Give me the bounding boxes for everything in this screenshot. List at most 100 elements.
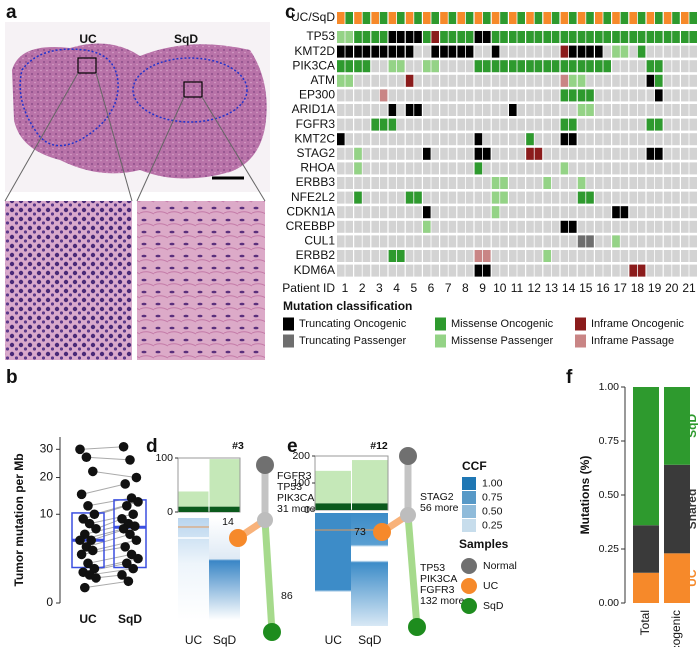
mutation-cell (655, 147, 663, 160)
gene-label: PIK3CA (292, 58, 335, 72)
empty-cell (655, 220, 663, 233)
empty-cell (405, 133, 414, 146)
gene-label: ATM (311, 73, 335, 87)
empty-cell (354, 177, 362, 189)
mutation-cell (362, 31, 371, 43)
ccf-swatch (462, 519, 476, 532)
empty-cell (474, 206, 483, 219)
sample-cell (483, 12, 491, 24)
empty-cell (414, 220, 422, 233)
empty-cell (526, 162, 534, 175)
mutation-cell (474, 250, 483, 262)
sample-cell (663, 12, 672, 24)
mutation-cell (337, 60, 345, 73)
empty-cell (681, 250, 689, 262)
mutation-cell (457, 45, 465, 58)
y-tick-label: 0 (46, 595, 53, 609)
mutation-cell (483, 31, 491, 43)
empty-cell (629, 206, 637, 219)
empty-cell (646, 45, 655, 58)
patient-label: 20 (665, 281, 679, 295)
empty-cell (397, 235, 405, 248)
region-label: UC (79, 32, 97, 46)
empty-cell (465, 264, 474, 277)
row-label: UC/SqD (291, 10, 335, 24)
empty-cell (672, 220, 680, 233)
empty-cell (405, 118, 414, 131)
empty-cell (448, 220, 457, 233)
mutation-cell (414, 104, 422, 116)
empty-cell (465, 250, 474, 262)
gene-label: CUL1 (304, 234, 335, 248)
y-tick-label: 1.00 (599, 381, 620, 393)
x-axis-label: Patient ID (282, 281, 335, 295)
empty-cell (465, 191, 474, 204)
empty-cell (440, 104, 448, 116)
empty-cell (655, 206, 663, 219)
y-axis-label: Mutations (%) (578, 456, 592, 535)
empty-cell (414, 206, 422, 219)
empty-cell (388, 206, 397, 219)
empty-cell (440, 264, 448, 277)
mutation-cell (595, 45, 603, 58)
empty-cell (397, 191, 405, 204)
mutation-cell (689, 31, 697, 43)
gene-label: ERBB3 (296, 175, 336, 189)
mutation-cell (388, 104, 397, 116)
series-label: Shared (685, 489, 698, 530)
patient-label: 8 (462, 281, 469, 295)
empty-cell (612, 191, 620, 204)
empty-cell (388, 235, 397, 248)
mutation-cell (560, 118, 569, 131)
empty-cell (354, 89, 362, 102)
uc-node (229, 529, 247, 547)
empty-cell (517, 45, 525, 58)
sample-cell (681, 12, 689, 24)
empty-cell (431, 118, 439, 131)
mutation-cell (474, 162, 483, 175)
empty-cell (483, 235, 491, 248)
empty-cell (440, 235, 448, 248)
empty-cell (534, 206, 543, 219)
empty-cell (509, 220, 517, 233)
empty-cell (397, 118, 405, 131)
empty-cell (362, 89, 371, 102)
empty-cell (603, 162, 611, 175)
legend-label: UC (483, 580, 499, 592)
empty-cell (526, 235, 534, 248)
empty-cell (637, 104, 646, 116)
mutation-cell (655, 89, 663, 102)
empty-cell (560, 104, 569, 116)
mutation-cell (569, 89, 577, 102)
empty-cell (655, 250, 663, 262)
empty-cell (465, 104, 474, 116)
empty-cell (500, 89, 508, 102)
empty-cell (431, 235, 439, 248)
patient-label: 21 (682, 281, 696, 295)
empty-cell (586, 177, 594, 189)
empty-cell (637, 133, 646, 146)
sample-cell (646, 12, 655, 24)
mutation-cell (491, 45, 500, 58)
empty-cell (491, 104, 500, 116)
mutation-cell (354, 45, 362, 58)
ccf-swatch (462, 477, 476, 490)
point (88, 545, 98, 556)
empty-cell (500, 147, 508, 160)
empty-cell (491, 74, 500, 87)
empty-cell (586, 206, 594, 219)
empty-cell (457, 133, 465, 146)
point (75, 444, 85, 455)
empty-cell (431, 250, 439, 262)
point (117, 570, 127, 580)
mutation-cell (560, 31, 569, 43)
empty-cell (414, 264, 422, 277)
mutation-cell (423, 206, 431, 219)
point (128, 509, 138, 520)
mutation-cell (474, 60, 483, 73)
empty-cell (423, 264, 431, 277)
empty-cell (637, 206, 646, 219)
empty-cell (672, 89, 680, 102)
mutation-cell (474, 264, 483, 277)
empty-cell (414, 133, 422, 146)
